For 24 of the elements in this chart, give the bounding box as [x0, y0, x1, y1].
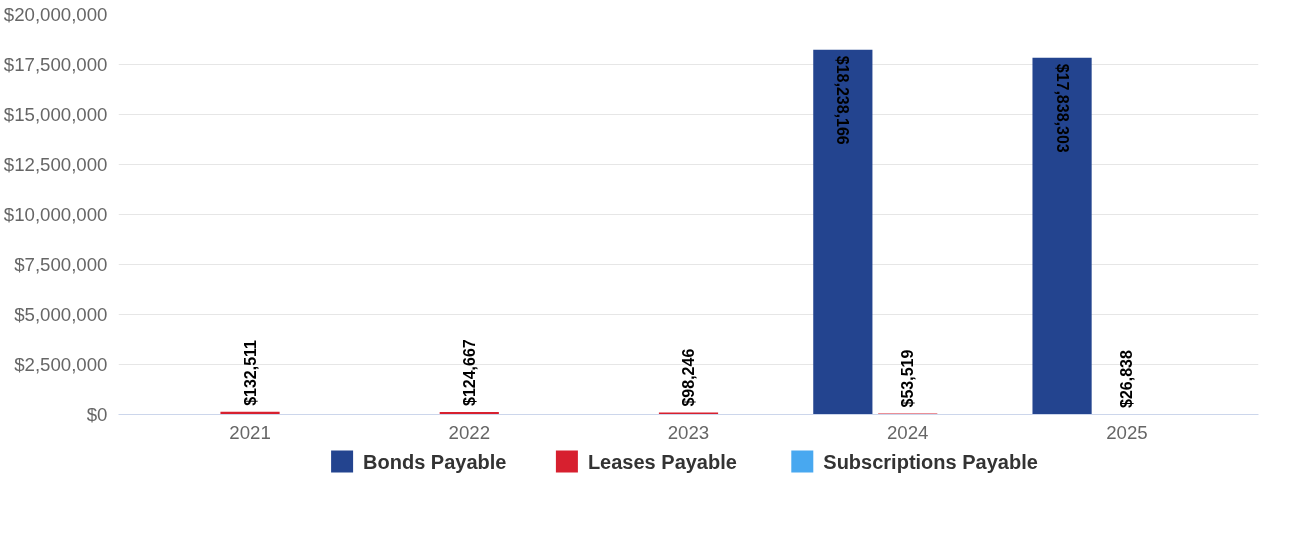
- y-tick-label: $7,500,000: [14, 254, 108, 275]
- legend-label: Bonds Payable: [363, 450, 507, 473]
- x-tick-label: 2025: [1106, 421, 1148, 443]
- data-label: $18,238,166: [834, 55, 852, 145]
- y-tick-label: $12,500,000: [3, 154, 108, 175]
- x-tick-label: 2022: [448, 421, 491, 443]
- x-tick-label: 2021: [229, 421, 271, 443]
- x-tick-label: 2023: [667, 421, 710, 443]
- y-tick-label: $0: [86, 404, 108, 425]
- data-label: $124,667: [460, 339, 478, 407]
- y-tick-label: $17,500,000: [3, 54, 108, 75]
- legend-label: Subscriptions Payable: [823, 450, 1038, 473]
- y-tick-label: $15,000,000: [3, 104, 108, 125]
- y-tick-label: $20,000,000: [3, 4, 108, 25]
- y-tick-label: $10,000,000: [3, 204, 108, 225]
- data-label: $132,511: [241, 339, 259, 406]
- data-label: $53,519: [899, 349, 917, 408]
- data-label: $98,246: [680, 348, 697, 407]
- data-label: $26,838: [1118, 350, 1136, 408]
- y-tick-label: $5,000,000: [14, 304, 108, 325]
- data-label: $17,838,303: [1053, 63, 1071, 153]
- legend-label: Leases Payable: [587, 450, 737, 473]
- y-tick-label: $2,500,000: [14, 354, 108, 375]
- x-tick-label: 2024: [886, 421, 929, 443]
